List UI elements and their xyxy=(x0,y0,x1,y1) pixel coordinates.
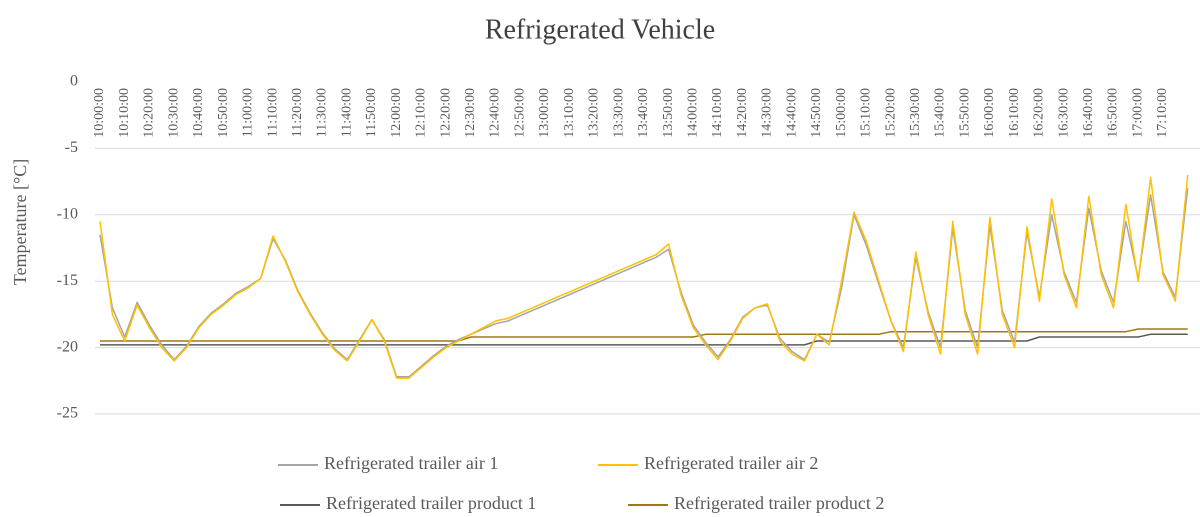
x-tick-label: 11:30:00 xyxy=(315,88,330,137)
x-tick-label: 16:20:00 xyxy=(1032,88,1047,138)
series-line xyxy=(100,333,1188,346)
legend-label: Refrigerated trailer product 2 xyxy=(674,493,884,513)
x-tick-label: 17:10:00 xyxy=(1155,88,1170,138)
legend-label: Refrigerated trailer product 1 xyxy=(326,493,536,513)
y-tick-label: 0 xyxy=(70,73,78,90)
y-tick-label: -10 xyxy=(57,205,78,222)
x-tick-label: 13:20:00 xyxy=(587,88,602,138)
x-tick-label: 10:50:00 xyxy=(216,88,231,138)
x-tick-label: 11:00:00 xyxy=(241,88,256,137)
x-tick-label: 14:20:00 xyxy=(735,88,750,138)
x-tick-label: 13:40:00 xyxy=(636,88,651,138)
x-tick-label: 15:00:00 xyxy=(834,88,849,138)
x-tick-label: 15:50:00 xyxy=(957,88,972,138)
x-tick-label: 11:40:00 xyxy=(339,88,354,137)
y-tick-label: -25 xyxy=(57,405,78,422)
x-tick-label: 16:40:00 xyxy=(1081,88,1096,138)
x-tick-label: 10:10:00 xyxy=(117,88,132,138)
x-tick-label: 12:10:00 xyxy=(414,88,429,138)
x-tick-label: 11:50:00 xyxy=(364,88,379,137)
x-tick-label: 10:30:00 xyxy=(166,88,181,138)
y-axis-label: Temperature [°C] xyxy=(10,159,30,285)
y-tick-label: -15 xyxy=(57,272,78,289)
x-tick-label: 15:10:00 xyxy=(859,88,874,138)
x-tick-label: 12:00:00 xyxy=(389,88,404,138)
y-tick-label: -5 xyxy=(65,139,78,156)
x-tick-label: 11:10:00 xyxy=(265,88,280,137)
x-tick-label: 14:50:00 xyxy=(809,88,824,138)
x-tick-label: 10:20:00 xyxy=(142,88,157,138)
x-tick-label: 15:20:00 xyxy=(883,88,898,138)
x-tick-label: 12:50:00 xyxy=(512,88,527,138)
y-tick-label: -20 xyxy=(57,338,78,355)
x-tick-label: 13:00:00 xyxy=(537,88,552,138)
x-tick-label: 14:30:00 xyxy=(760,88,775,138)
x-tick-label: 17:00:00 xyxy=(1130,88,1145,138)
x-tick-label: 12:30:00 xyxy=(463,88,478,138)
legend-label: Refrigerated trailer air 2 xyxy=(644,453,818,473)
x-tick-label: 13:30:00 xyxy=(611,88,626,138)
x-tick-label: 16:10:00 xyxy=(1007,88,1022,138)
series-line xyxy=(99,188,1189,378)
series-line xyxy=(100,328,1188,342)
x-tick-label: 10:00:00 xyxy=(92,88,107,138)
x-tick-label: 13:50:00 xyxy=(661,88,676,138)
x-tick-label: 10:40:00 xyxy=(191,88,206,138)
series-line xyxy=(99,174,1189,379)
x-tick-label: 16:30:00 xyxy=(1056,88,1071,138)
x-tick-label: 16:50:00 xyxy=(1106,88,1121,138)
x-tick-label: 16:00:00 xyxy=(982,88,997,138)
legend-label: Refrigerated trailer air 1 xyxy=(324,453,498,473)
x-tick-label: 13:10:00 xyxy=(562,88,577,138)
x-tick-label: 12:40:00 xyxy=(488,88,503,138)
x-tick-label: 15:40:00 xyxy=(933,88,948,138)
x-tick-label: 14:00:00 xyxy=(685,88,700,138)
x-tick-label: 14:40:00 xyxy=(784,88,799,138)
x-tick-label: 14:10:00 xyxy=(710,88,725,138)
x-tick-label: 12:20:00 xyxy=(438,88,453,138)
x-tick-label: 15:30:00 xyxy=(908,88,923,138)
chart-title: Refrigerated Vehicle xyxy=(485,14,715,45)
x-tick-label: 11:20:00 xyxy=(290,88,305,137)
